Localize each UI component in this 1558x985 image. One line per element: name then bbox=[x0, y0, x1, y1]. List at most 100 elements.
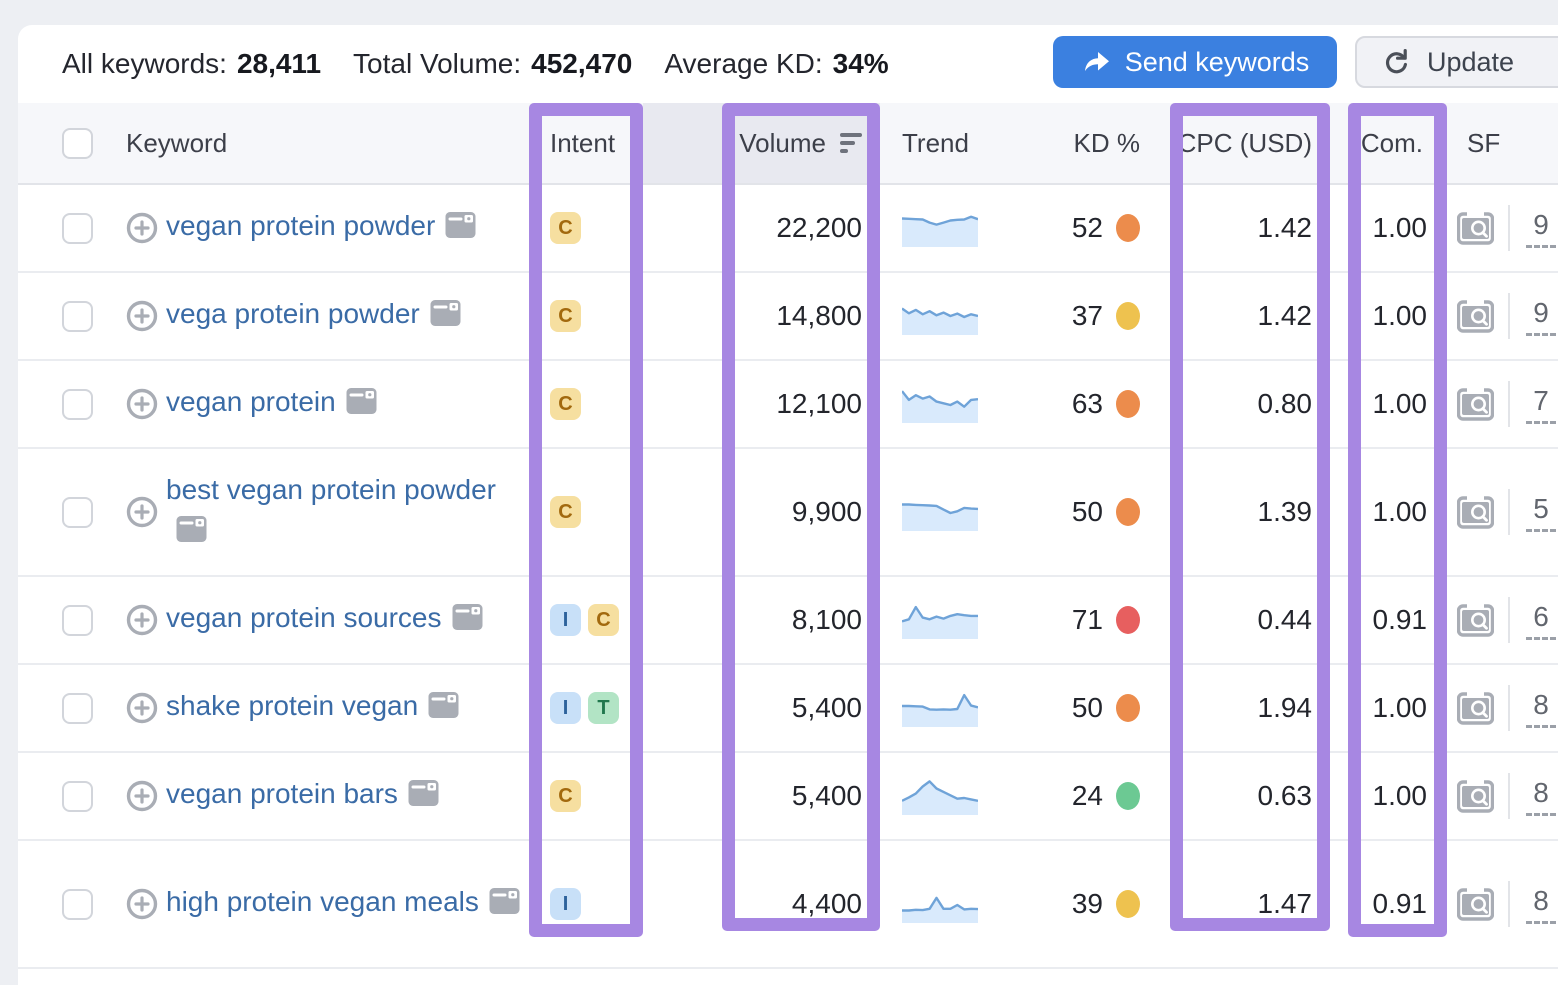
kd-value: 39 bbox=[1071, 888, 1103, 919]
sf-count[interactable]: 8 bbox=[1533, 776, 1549, 808]
table-row: high protein vegan meals I 4,400 39 1.47… bbox=[18, 841, 1558, 969]
column-header-com[interactable]: Com. bbox=[1360, 127, 1423, 158]
row-checkbox[interactable] bbox=[62, 888, 93, 920]
kd-value: 50 bbox=[1071, 692, 1103, 723]
column-header-volume[interactable]: Volume bbox=[643, 103, 880, 183]
serp-preview-icon[interactable] bbox=[1457, 779, 1494, 813]
send-keywords-button[interactable]: Send keywords bbox=[1053, 36, 1337, 88]
serp-preview-icon[interactable] bbox=[1457, 887, 1494, 921]
sf-count-underline bbox=[1526, 636, 1556, 640]
kd-difficulty-dot bbox=[1116, 606, 1140, 634]
sf-count[interactable]: 8 bbox=[1533, 884, 1549, 916]
intent-cell: I bbox=[529, 841, 643, 967]
column-header-sf[interactable]: SF bbox=[1467, 127, 1501, 158]
column-header-trend[interactable]: Trend bbox=[902, 127, 969, 158]
serp-preview-icon[interactable] bbox=[1457, 691, 1494, 725]
kd-difficulty-dot bbox=[1116, 782, 1140, 810]
keyword-serp-window-icon[interactable] bbox=[346, 386, 377, 426]
row-checkbox[interactable] bbox=[62, 692, 93, 724]
volume-value: 14,800 bbox=[776, 300, 862, 331]
intent-badge-C: C bbox=[550, 780, 581, 812]
sf-count-underline bbox=[1526, 724, 1556, 728]
column-header-kd[interactable]: KD % bbox=[1073, 127, 1140, 158]
keyword-serp-window-icon[interactable] bbox=[408, 778, 439, 818]
serp-preview-icon[interactable] bbox=[1457, 603, 1494, 637]
keywords-table: Keyword Intent Volume Trend KD % CPC (US… bbox=[18, 103, 1558, 969]
update-button[interactable]: Update bbox=[1355, 36, 1558, 88]
add-keyword-icon[interactable] bbox=[126, 300, 158, 332]
volume-value: 9,900 bbox=[791, 496, 862, 527]
com-value: 1.00 bbox=[1372, 212, 1428, 243]
volume-value: 5,400 bbox=[791, 692, 862, 723]
add-keyword-icon[interactable] bbox=[126, 780, 158, 812]
sf-count[interactable]: 8 bbox=[1533, 688, 1549, 720]
refresh-icon bbox=[1381, 47, 1411, 77]
keyword-link[interactable]: vega protein powder bbox=[166, 298, 420, 329]
sf-count[interactable]: 9 bbox=[1533, 208, 1549, 240]
add-keyword-icon[interactable] bbox=[126, 888, 158, 920]
add-keyword-icon[interactable] bbox=[126, 212, 158, 244]
keyword-link[interactable]: vegan protein powder bbox=[166, 210, 436, 241]
column-header-intent[interactable]: Intent bbox=[550, 127, 616, 158]
table-row: vegan protein C 12,100 63 0.80 1.00 bbox=[18, 361, 1558, 449]
send-arrow-icon bbox=[1081, 49, 1111, 75]
row-checkbox[interactable] bbox=[62, 212, 93, 244]
kd-difficulty-dot bbox=[1116, 890, 1140, 918]
cpc-value: 1.42 bbox=[1257, 212, 1313, 243]
keyword-link[interactable]: vegan protein bbox=[166, 386, 336, 417]
send-keywords-label: Send keywords bbox=[1124, 46, 1310, 77]
add-keyword-icon[interactable] bbox=[126, 388, 158, 420]
keyword-link[interactable]: shake protein vegan bbox=[166, 690, 419, 721]
column-header-keyword[interactable]: Keyword bbox=[126, 127, 228, 158]
serp-preview-icon[interactable] bbox=[1457, 299, 1494, 333]
keyword-link[interactable]: high protein vegan meals bbox=[166, 886, 479, 917]
serp-preview-icon[interactable] bbox=[1457, 495, 1494, 529]
add-keyword-icon[interactable] bbox=[126, 604, 158, 636]
cpc-value: 0.63 bbox=[1257, 780, 1313, 811]
kd-value: 37 bbox=[1071, 300, 1103, 331]
kd-difficulty-dot bbox=[1116, 214, 1140, 242]
row-checkbox[interactable] bbox=[62, 780, 93, 812]
serp-preview-icon[interactable] bbox=[1457, 211, 1494, 245]
keyword-serp-window-icon[interactable] bbox=[430, 298, 461, 338]
table-row: vegan protein powder C 22,200 52 1.42 1.… bbox=[18, 185, 1558, 273]
sf-count[interactable]: 7 bbox=[1533, 384, 1549, 416]
trend-sparkline bbox=[880, 449, 1000, 575]
sf-count[interactable]: 9 bbox=[1533, 296, 1549, 328]
all-keywords-label: All keywords: bbox=[62, 48, 227, 79]
intent-badge-C: C bbox=[550, 388, 581, 420]
kd-difficulty-dot bbox=[1116, 302, 1140, 330]
com-value: 1.00 bbox=[1372, 388, 1428, 419]
row-checkbox[interactable] bbox=[62, 388, 93, 420]
row-checkbox[interactable] bbox=[62, 300, 93, 332]
sf-count-underline bbox=[1526, 244, 1556, 248]
keyword-link[interactable]: best vegan protein powder bbox=[166, 474, 496, 505]
keyword-serp-window-icon[interactable] bbox=[176, 514, 207, 554]
all-keywords-value: 28,411 bbox=[236, 48, 322, 79]
table-header-row: Keyword Intent Volume Trend KD % CPC (US… bbox=[18, 103, 1558, 185]
trend-sparkline bbox=[880, 577, 1000, 663]
keyword-link[interactable]: vegan protein sources bbox=[166, 602, 442, 633]
kd-value: 71 bbox=[1071, 604, 1103, 635]
add-keyword-icon[interactable] bbox=[126, 496, 158, 528]
serp-preview-icon[interactable] bbox=[1457, 387, 1494, 421]
kd-value: 63 bbox=[1071, 388, 1103, 419]
row-checkbox[interactable] bbox=[62, 496, 93, 528]
keywords-panel: All keywords: 28,411 Total Volume: 452,4… bbox=[18, 25, 1558, 985]
keyword-serp-window-icon[interactable] bbox=[445, 210, 476, 250]
keyword-serp-window-icon[interactable] bbox=[452, 602, 483, 642]
select-all-checkbox[interactable] bbox=[62, 127, 93, 159]
sf-count[interactable]: 6 bbox=[1533, 600, 1549, 632]
column-header-cpc[interactable]: CPC (USD) bbox=[1177, 127, 1312, 158]
keyword-link[interactable]: vegan protein bars bbox=[166, 778, 398, 809]
row-checkbox[interactable] bbox=[62, 604, 93, 636]
add-keyword-icon[interactable] bbox=[126, 692, 158, 724]
keyword-serp-window-icon[interactable] bbox=[428, 690, 459, 730]
keyword-serp-window-icon[interactable] bbox=[489, 886, 520, 926]
sf-count[interactable]: 5 bbox=[1533, 492, 1549, 524]
kd-difficulty-dot bbox=[1116, 498, 1140, 526]
volume-value: 5,400 bbox=[791, 780, 862, 811]
com-value: 0.91 bbox=[1372, 888, 1428, 919]
